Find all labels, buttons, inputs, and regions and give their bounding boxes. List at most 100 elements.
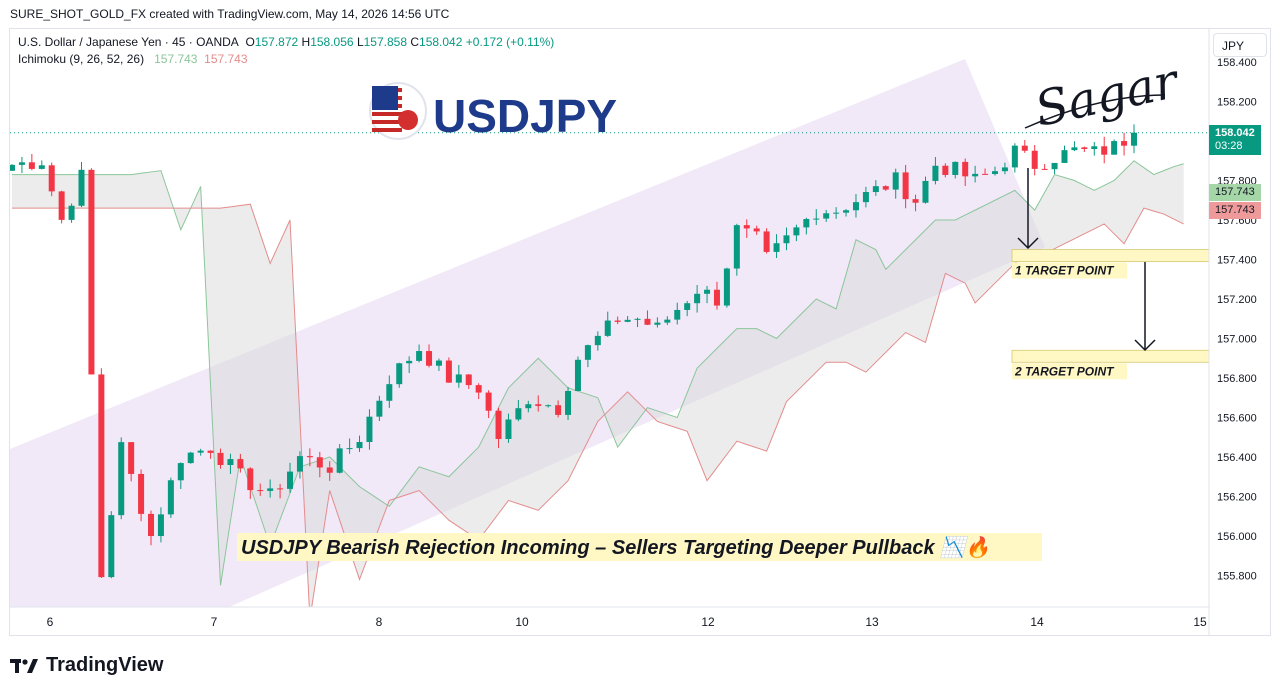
candle-body[interactable] [18,162,25,165]
candle-body[interactable] [177,463,184,481]
candle-body[interactable] [684,303,691,310]
candle-body[interactable] [68,205,75,220]
candle-body[interactable] [644,318,651,325]
candle-body[interactable] [296,456,303,472]
candle-body[interactable] [148,513,155,537]
target-zone-1[interactable] [1011,249,1210,262]
candle-body[interactable] [435,360,442,366]
currency-button[interactable]: JPY [1213,33,1267,57]
candle-body[interactable] [346,448,353,450]
candle-body[interactable] [217,452,224,465]
candle-body[interactable] [197,450,204,453]
candle-body[interactable] [932,165,939,181]
candle-body[interactable] [475,385,482,393]
candle-body[interactable] [247,468,254,491]
candle-body[interactable] [733,225,740,269]
candle-body[interactable] [237,459,244,469]
candle-body[interactable] [882,186,889,190]
candle-body[interactable] [1101,146,1108,155]
candle-body[interactable] [336,448,343,473]
candle-body[interactable] [565,390,572,415]
candle-body[interactable] [783,235,790,244]
candle-body[interactable] [167,480,174,515]
candle-body[interactable] [48,165,55,192]
candle-body[interactable] [445,360,452,383]
candle-body[interactable] [1021,145,1028,151]
candle-body[interactable] [1001,167,1008,172]
candle-body[interactable] [157,514,164,537]
candle-body[interactable] [1031,150,1038,169]
candle-body[interactable] [306,456,313,458]
candle-body[interactable] [515,408,522,420]
candle-body[interactable] [108,515,115,578]
candle-body[interactable] [1081,147,1088,150]
candle-body[interactable] [872,186,879,193]
candle-body[interactable] [267,488,274,491]
candle-body[interactable] [902,172,909,200]
candle-body[interactable] [1071,147,1078,151]
candle-body[interactable] [594,335,601,346]
candle-body[interactable] [704,289,711,294]
candle-body[interactable] [713,289,720,306]
candle-body[interactable] [1111,141,1118,155]
candle-body[interactable] [316,457,323,468]
candle-body[interactable] [634,318,641,320]
tradingview-logo[interactable]: TradingView [10,654,163,677]
candle-body[interactable] [723,268,730,306]
candle-body[interactable] [366,416,373,443]
candle-body[interactable] [624,319,631,322]
candle-body[interactable] [852,202,859,211]
candle-body[interactable] [396,363,403,385]
candle-body[interactable] [535,404,542,406]
candle-body[interactable] [773,243,780,252]
candle-body[interactable] [1011,145,1018,168]
candle-body[interactable] [505,419,512,439]
candle-body[interactable] [584,345,591,360]
candle-body[interactable] [287,471,294,489]
candle-body[interactable] [356,442,363,449]
candle-body[interactable] [58,191,65,220]
candle-body[interactable] [942,165,949,175]
candle-body[interactable] [416,351,423,361]
candle-body[interactable] [654,322,661,325]
candle-body[interactable] [664,319,671,323]
candle-body[interactable] [465,374,472,386]
candle-body[interactable] [1091,146,1098,150]
candle-body[interactable] [9,164,15,171]
candle-body[interactable] [763,231,770,252]
candle-body[interactable] [326,467,333,473]
candle-body[interactable] [1041,168,1048,170]
candle-body[interactable] [793,227,800,236]
candle-body[interactable] [862,192,869,203]
candle-body[interactable] [485,392,492,411]
candle-body[interactable] [495,410,502,439]
candle-body[interactable] [98,374,105,578]
candle-body[interactable] [823,213,830,219]
candle-body[interactable] [604,320,611,336]
candle-body[interactable] [972,173,979,177]
candle-body[interactable] [78,169,85,206]
candle-body[interactable] [406,360,413,364]
candle-body[interactable] [991,171,998,175]
candle-body[interactable] [952,161,959,175]
candle-body[interactable] [1121,141,1128,146]
candle-body[interactable] [1061,150,1068,163]
candle-body[interactable] [257,490,264,492]
candle-body[interactable] [376,400,383,417]
candle-body[interactable] [555,405,562,415]
candle-body[interactable] [88,169,95,375]
candle-body[interactable] [227,459,234,465]
candle-body[interactable] [187,452,194,464]
symbol-name[interactable]: U.S. Dollar / Japanese Yen · 45 · OANDA [18,35,239,49]
candle-body[interactable] [833,212,840,214]
candle-body[interactable] [525,404,532,409]
candle-body[interactable] [207,450,214,453]
candle-body[interactable] [277,488,284,490]
candle-body[interactable] [138,473,145,514]
candle-body[interactable] [694,293,701,304]
candle-body[interactable] [128,442,135,474]
candle-body[interactable] [118,442,125,516]
candle-body[interactable] [455,374,462,383]
candle-body[interactable] [982,173,989,175]
